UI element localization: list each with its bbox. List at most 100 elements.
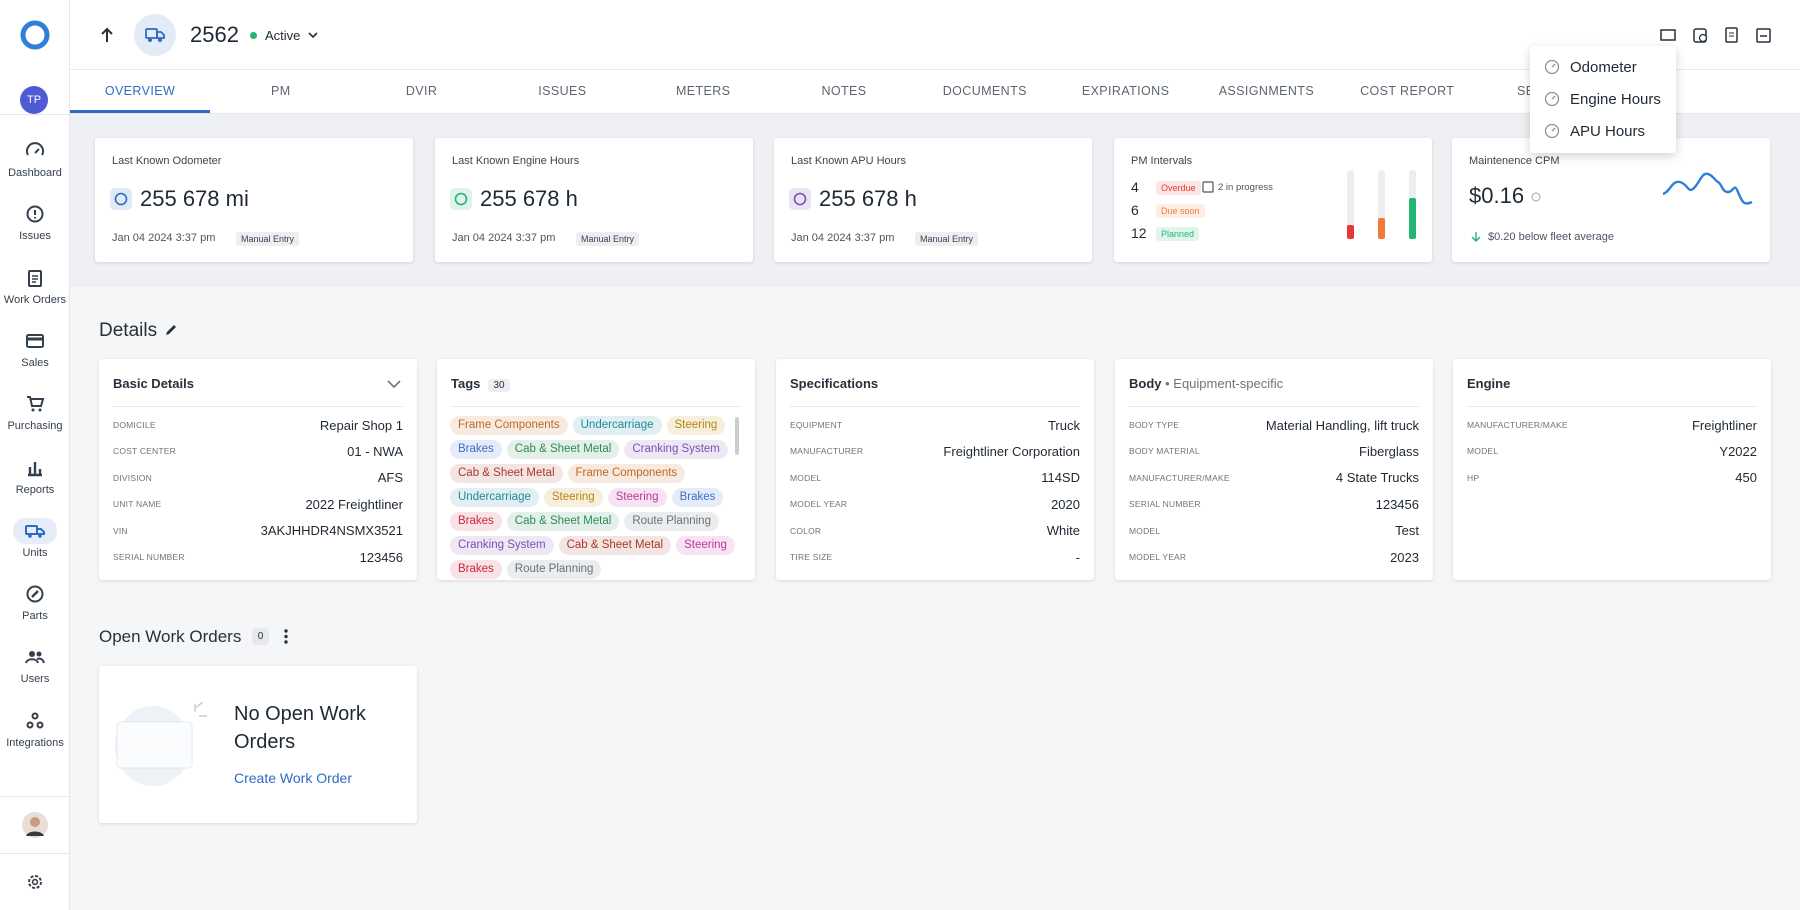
user-photo[interactable] <box>22 812 48 838</box>
menu-item[interactable]: Odometer <box>1530 52 1676 82</box>
tab[interactable]: ASSIGNMENTS <box>1218 84 1315 98</box>
nav-icon <box>13 201 57 227</box>
pm-count: 6 <box>1131 202 1139 218</box>
tag[interactable]: Cab & Sheet Metal <box>558 536 672 555</box>
tag[interactable]: Brakes <box>450 512 502 531</box>
nav-label: Issues <box>19 230 51 243</box>
divider <box>0 796 70 797</box>
tag[interactable]: Cranking System <box>624 440 728 459</box>
tag[interactable]: Brakes <box>450 560 502 579</box>
tag[interactable]: Cab & Sheet Metal <box>450 464 563 483</box>
tag[interactable]: Route Planning <box>506 560 602 579</box>
tab[interactable]: METERS <box>675 84 731 98</box>
nav-item[interactable]: Users <box>0 644 70 685</box>
tab[interactable]: DOCUMENTS <box>942 84 1027 98</box>
tag[interactable]: Brakes <box>671 488 724 507</box>
tag[interactable]: Steering <box>666 416 726 435</box>
tag[interactable]: Steering <box>676 536 735 555</box>
tab[interactable]: OVERVIEW <box>104 84 176 98</box>
icon <box>25 651 45 664</box>
nav-icon <box>13 581 57 607</box>
detail-value: 2020 <box>1051 496 1080 512</box>
pm-count: 12 <box>1131 225 1147 241</box>
detail-label: HP <box>1467 472 1480 483</box>
tag[interactable]: Frame Components <box>567 464 686 483</box>
toolbar-icons[interactable] <box>1660 27 1800 43</box>
tab[interactable]: PM <box>271 84 291 98</box>
nav-item[interactable]: Sales <box>0 328 70 369</box>
detail-row: MODEL 114SD <box>790 468 1080 488</box>
collapse-button[interactable] <box>387 379 401 389</box>
detail-card: Tags 30 Frame Components Undercarriage Steer… <box>437 359 755 580</box>
tab[interactable]: SE <box>1517 84 1535 98</box>
section-title: Open Work Orders <box>99 627 242 646</box>
detail-value: Freightliner Corporation <box>943 443 1080 459</box>
detail-row: MANUFACTURER Freightliner Corporation <box>790 441 1080 461</box>
edit-button[interactable] <box>164 323 178 337</box>
icon <box>26 585 44 603</box>
tag[interactable]: Undercarriage <box>572 416 662 435</box>
tab[interactable]: COST REPORT <box>1360 84 1455 98</box>
tab[interactable]: ISSUES <box>538 84 587 98</box>
tag[interactable]: Undercarriage <box>450 488 539 507</box>
nav-item[interactable]: Units <box>0 517 70 559</box>
nav-item[interactable]: Purchasing <box>0 391 70 432</box>
pm-count: 4 <box>1131 179 1139 195</box>
logo[interactable] <box>20 20 50 50</box>
detail-label: COST CENTER <box>113 446 176 457</box>
detail-label: MANUFACTURER/MAKE <box>1467 420 1568 430</box>
detail-value: Freightliner <box>1691 417 1757 433</box>
detail-card: Specifications EQUIPMENT Truck MANUFACTURER… <box>776 359 1094 580</box>
nav-item[interactable]: Work Orders <box>0 265 70 306</box>
avatar[interactable]: TP <box>20 86 48 114</box>
divider <box>1467 406 1757 407</box>
detail-value: Repair Shop 1 <box>319 417 403 433</box>
nav-item[interactable]: Integrations <box>0 708 70 749</box>
detail-value: Material Handling, lift truck <box>1265 417 1419 433</box>
nav-label: Sales <box>21 356 49 369</box>
tab[interactable]: DVIR <box>405 84 438 98</box>
settings-icon[interactable] <box>26 873 44 891</box>
detail-value: 4 State Trucks <box>1335 470 1419 486</box>
status-chevron[interactable] <box>308 31 318 39</box>
nav-label: Parts <box>22 610 48 623</box>
nav-item[interactable]: Reports <box>0 455 70 496</box>
create-link[interactable]: Create Work Order <box>234 770 352 786</box>
tab[interactable]: EXPIRATIONS <box>1081 84 1170 98</box>
back-button[interactable] <box>100 27 114 43</box>
pm-bar <box>1409 197 1416 239</box>
tab[interactable]: NOTES <box>821 84 867 98</box>
tag[interactable]: Brakes <box>450 440 502 459</box>
nav-item[interactable]: Parts <box>0 581 70 622</box>
tag[interactable]: Frame Components <box>450 416 568 435</box>
work-orders-card: No Open Work Orders Create Work Order <box>99 666 417 823</box>
more-button[interactable] <box>282 628 290 645</box>
meter-source: Manual Entry <box>915 232 979 246</box>
menu-item[interactable]: Engine Hours <box>1530 84 1676 114</box>
tag[interactable]: Cab & Sheet Metal <box>506 440 620 459</box>
tag[interactable]: Cab & Sheet Metal <box>506 512 620 531</box>
tag[interactable]: Route Planning <box>624 512 719 531</box>
scrollbar <box>735 417 739 455</box>
count-badge: 30 <box>488 379 510 392</box>
pm-bar <box>1347 225 1354 239</box>
detail-row: BODY TYPE Material Handling, lift truck <box>1129 415 1419 435</box>
tag[interactable]: Cranking System <box>450 536 554 555</box>
card-title: Specifications <box>790 376 879 391</box>
nav-label: Integrations <box>6 736 64 749</box>
nav-label: Purchasing <box>7 420 63 433</box>
nav-item[interactable]: Issues <box>0 201 70 242</box>
detail-row: SERIAL NUMBER 123456 <box>113 547 403 567</box>
tag[interactable]: Steering <box>543 488 603 507</box>
nav-item[interactable]: Dashboard <box>0 138 70 179</box>
detail-row: HP 450 <box>1467 468 1757 488</box>
detail-value: 3AKJHHDR4NSMX3521 <box>260 523 403 539</box>
active-tab-indicator <box>70 110 210 113</box>
status[interactable]: Active <box>265 28 301 43</box>
menu-item[interactable]: APU Hours <box>1530 116 1676 146</box>
detail-row: TIRE SIZE - <box>790 547 1080 567</box>
detail-card: Basic Details DOMICILE Repair Shop 1 COST C… <box>99 359 417 580</box>
meter-date: Jan 04 2024 3:37 pm <box>112 232 216 244</box>
tag[interactable]: Steering <box>607 488 667 507</box>
detail-value: 123456 <box>1375 496 1419 512</box>
